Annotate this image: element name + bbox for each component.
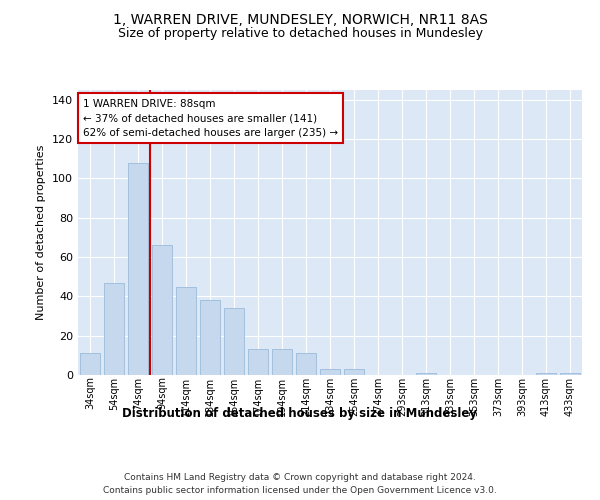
Bar (536, 373, 556, 375)
Text: 1, WARREN DRIVE, MUNDESLEY, NORWICH, NR11 8AS: 1, WARREN DRIVE, MUNDESLEY, NORWICH, NR1… (113, 12, 487, 26)
Bar (176, 286, 196, 375)
Bar (104, 282, 124, 375)
Text: Contains HM Land Registry data © Crown copyright and database right 2024.
Contai: Contains HM Land Registry data © Crown c… (103, 474, 497, 495)
Y-axis label: Number of detached properties: Number of detached properties (37, 145, 46, 320)
Text: 1 WARREN DRIVE: 88sqm
← 37% of detached houses are smaller (141)
62% of semi-det: 1 WARREN DRIVE: 88sqm ← 37% of detached … (83, 98, 338, 138)
Bar (344, 369, 364, 375)
Bar (80, 354, 100, 375)
Bar (152, 246, 172, 375)
Bar (320, 369, 340, 375)
Bar (416, 373, 436, 375)
Text: Size of property relative to detached houses in Mundesley: Size of property relative to detached ho… (118, 28, 482, 40)
Bar (200, 300, 220, 375)
Bar (224, 308, 244, 375)
Bar (248, 350, 268, 375)
Bar (296, 354, 316, 375)
Bar (560, 373, 580, 375)
Bar (272, 350, 292, 375)
Text: Distribution of detached houses by size in Mundesley: Distribution of detached houses by size … (122, 408, 478, 420)
Bar (128, 162, 148, 375)
